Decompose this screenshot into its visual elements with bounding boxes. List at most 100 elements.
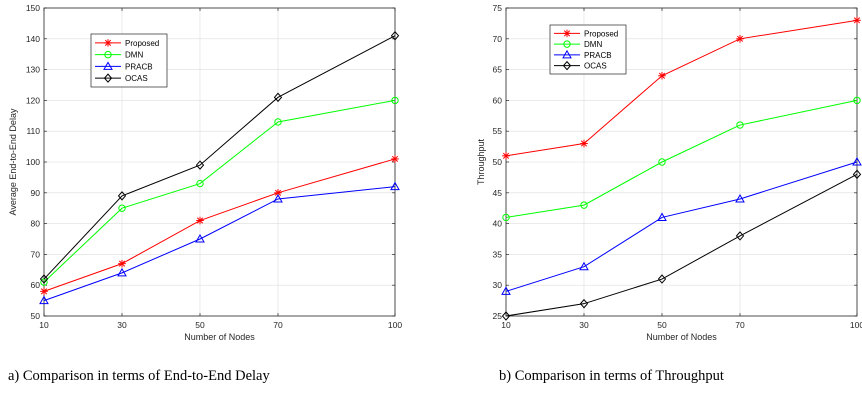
- y-tick-label: 100: [26, 157, 40, 167]
- legend-label: DMN: [125, 51, 143, 60]
- data-point: [736, 35, 744, 43]
- chart-delay: 50 60 70 80 90 100 110 120 130 140 150 10 30 50 70 100 N…: [8, 3, 402, 342]
- data-point: [657, 274, 667, 284]
- data-point: [391, 96, 399, 105]
- y-tick-label: 80: [31, 219, 41, 229]
- legend: Proposed DMN PRACB OCAS: [549, 24, 627, 75]
- data-point: [501, 286, 511, 295]
- series-line: [505, 161, 858, 292]
- y-tick-label: 110: [26, 126, 40, 136]
- x-tick-label: 10: [39, 320, 49, 330]
- series-dmn: [502, 96, 861, 222]
- y-tick-label: 60: [493, 95, 503, 105]
- y-tick-label: 40: [493, 219, 503, 229]
- data-point: [501, 311, 511, 321]
- series-dmn: [40, 96, 399, 286]
- series-line: [505, 173, 858, 317]
- data-point: [39, 274, 49, 284]
- x-tick-label: 10: [501, 320, 511, 330]
- data-point: [853, 96, 861, 105]
- series-proposed: [502, 16, 861, 160]
- data-point: [579, 298, 589, 309]
- series-line: [43, 99, 396, 283]
- series-pracb: [39, 181, 400, 305]
- y-axis-label: Average End-to-End Delay: [8, 108, 18, 215]
- series-ocas: [39, 30, 400, 284]
- data-point: [40, 287, 48, 296]
- data-point: [736, 121, 744, 129]
- data-point: [196, 179, 204, 188]
- data-point: [502, 152, 510, 160]
- legend-marker: [103, 61, 113, 70]
- data-point: [735, 193, 745, 203]
- data-point: [39, 295, 49, 305]
- y-tick-label: 70: [493, 34, 503, 44]
- series-proposed: [40, 155, 399, 296]
- data-point: [735, 231, 745, 241]
- data-point: [852, 169, 862, 180]
- caption-throughput-chart: b) Comparison in terms of Throughput: [499, 368, 724, 384]
- legend-label: Proposed: [125, 39, 159, 48]
- legend: Proposed DMN PRACB OCAS: [90, 33, 168, 88]
- y-tick-label: 55: [493, 126, 503, 136]
- data-point: [195, 160, 205, 170]
- data-point: [274, 189, 282, 197]
- data-point: [117, 267, 127, 277]
- y-tick-label: 60: [31, 280, 41, 290]
- y-tick-label: 70: [31, 249, 41, 259]
- series-line: [505, 99, 858, 218]
- y-tick-label: 130: [26, 65, 40, 75]
- data-point: [196, 216, 204, 225]
- legend-marker: [104, 39, 112, 47]
- x-tick-label: 50: [195, 320, 205, 330]
- data-point: [118, 204, 126, 212]
- data-point: [391, 155, 399, 163]
- y-tick-label: 50: [493, 157, 503, 167]
- legend-marker: [104, 50, 112, 59]
- series-line: [43, 35, 396, 280]
- legend-label: PRACB: [584, 51, 612, 60]
- data-point: [853, 16, 861, 25]
- legend-marker: [563, 40, 571, 48]
- data-point: [273, 193, 283, 203]
- series-ocas: [501, 169, 862, 321]
- y-tick-label: 90: [31, 188, 41, 198]
- y-tick-label: 120: [26, 95, 40, 105]
- data-point: [658, 158, 666, 166]
- y-tick-label: 35: [493, 249, 503, 259]
- data-point: [852, 156, 862, 166]
- x-tick-label: 30: [579, 320, 589, 330]
- y-tick-label: 140: [26, 34, 40, 44]
- data-point: [118, 259, 126, 268]
- y-tick-label: 30: [493, 280, 503, 290]
- y-tick-label: 50: [31, 311, 41, 321]
- data-point: [274, 118, 282, 126]
- x-tick-label: 50: [657, 320, 667, 330]
- legend-marker: [562, 60, 572, 71]
- legend-marker: [103, 73, 113, 83]
- data-point: [657, 212, 667, 221]
- legend-label: DMN: [584, 40, 602, 49]
- x-tick-label: 30: [117, 320, 127, 330]
- x-tick-label: 100: [388, 320, 402, 330]
- data-point: [502, 213, 510, 222]
- y-tick-label: 45: [493, 188, 503, 198]
- y-axis-label: Throughput: [476, 138, 486, 185]
- data-point: [390, 30, 400, 41]
- y-tick-label: 75: [493, 3, 503, 13]
- x-tick-label: 100: [850, 320, 862, 330]
- legend-marker: [563, 29, 571, 38]
- caption-delay-chart: a) Comparison in terms of End-to-End Del…: [8, 368, 270, 384]
- legend-label: OCAS: [584, 62, 607, 71]
- y-tick-label: 150: [26, 3, 40, 13]
- series-line: [43, 186, 396, 302]
- data-point: [579, 261, 589, 271]
- chart-throughput: 25 30 35 40 45 50 55 60 65 70 75 10 30 50 70 100 Number …: [476, 3, 862, 342]
- legend-label: PRACB: [125, 62, 153, 71]
- x-axis-label: Number of Nodes: [646, 332, 717, 342]
- x-tick-label: 70: [735, 320, 745, 330]
- y-tick-label: 25: [493, 311, 503, 321]
- x-tick-label: 70: [273, 320, 283, 330]
- legend-marker: [562, 49, 572, 59]
